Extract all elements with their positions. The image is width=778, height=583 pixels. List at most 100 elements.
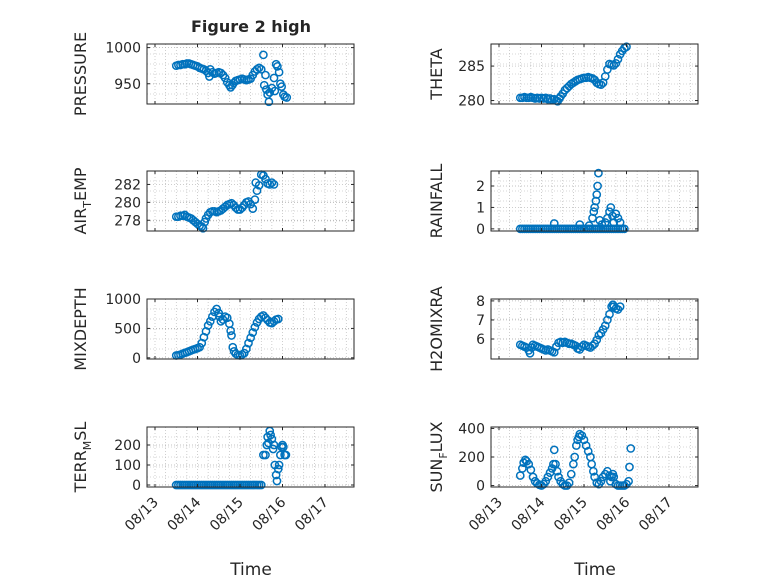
y-tick-label: 0	[132, 351, 141, 367]
data-point	[273, 62, 282, 71]
data-point	[265, 88, 275, 97]
data-point	[269, 73, 279, 83]
data-point	[205, 317, 215, 326]
data-point	[552, 466, 562, 476]
data-point	[611, 58, 621, 68]
data-point	[273, 314, 283, 324]
data-point	[596, 476, 606, 486]
x-tick-label: 08/16	[249, 494, 289, 534]
subplot-3: 278 280 282 AIRTEMP	[71, 167, 355, 235]
x-tick-label: 08/17	[292, 495, 332, 535]
y-axis-label: SUNFLUX	[427, 421, 450, 492]
y-tick-label: 200	[458, 450, 485, 466]
data-point	[212, 304, 221, 314]
data-point	[264, 97, 274, 107]
data-point	[549, 445, 559, 455]
axes-box	[490, 298, 699, 360]
data-point	[216, 68, 226, 78]
subplot-7: 0 100 200 08/13 08/14 08/15 08/16 08/17 TERRMSL	[71, 422, 355, 535]
data-point	[231, 203, 241, 213]
data-point	[269, 180, 279, 189]
data-point	[549, 219, 559, 228]
y-axis-label: PRESSURE	[71, 32, 90, 116]
data-point	[261, 70, 270, 80]
y-tick-label: 200	[114, 438, 141, 454]
data-point	[203, 321, 213, 330]
x-axis-label-left: Time	[229, 560, 272, 580]
data-point	[564, 478, 574, 488]
data-point	[266, 430, 275, 440]
data-point	[239, 348, 249, 358]
axes-box	[146, 426, 355, 488]
data-point	[554, 472, 563, 482]
data-point	[581, 441, 591, 450]
data-point	[524, 459, 534, 469]
axes-box	[146, 170, 355, 232]
x-tick-label: 08/15	[551, 495, 591, 535]
data-point	[525, 348, 535, 358]
data-point	[596, 80, 606, 90]
data-point	[575, 220, 585, 229]
y-tick-label: 285	[458, 59, 485, 75]
axes-box	[146, 43, 355, 105]
y-axis-label: THETA	[427, 48, 446, 100]
y-tick-label: 278	[114, 213, 141, 229]
x-tick-label: 08/17	[636, 495, 676, 535]
y-tick-label: 0	[476, 222, 485, 238]
x-tick-label: 08/15	[207, 495, 247, 535]
data-point	[195, 342, 204, 352]
y-tick-label: 500	[114, 321, 141, 337]
y-axis-label: TERRMSL	[71, 422, 94, 494]
x-tick-label: 08/13	[122, 495, 162, 535]
x-tick-label: 08/14	[508, 494, 548, 534]
data-point	[281, 450, 291, 460]
axes-box	[146, 298, 355, 360]
data-point	[541, 476, 551, 486]
data-point	[220, 73, 230, 83]
data-point	[603, 65, 612, 74]
data-point	[613, 54, 623, 64]
subplot-6: 6 7 8 H2OMIXRA	[427, 286, 699, 372]
y-axis-label: H2OMIXRA	[427, 286, 446, 372]
data-point	[248, 204, 258, 213]
data-point	[270, 86, 280, 96]
data-point	[566, 469, 576, 479]
data-point	[279, 442, 288, 452]
data-point	[528, 472, 538, 482]
y-tick-label: 0	[476, 479, 485, 495]
data-point	[594, 168, 603, 178]
y-tick-label: 7	[476, 313, 485, 329]
x-tick-label: 08/13	[466, 495, 506, 535]
y-axis-label: AIRTEMP	[71, 167, 94, 234]
y-tick-label: 282	[114, 177, 141, 193]
y-tick-label: 2	[476, 179, 485, 195]
data-point	[272, 476, 282, 486]
data-point	[620, 224, 629, 234]
data-point	[261, 174, 270, 184]
data-point	[577, 342, 587, 351]
data-point	[227, 331, 236, 340]
data-point	[592, 335, 602, 345]
subplot-8: 0 200 400 08/13 08/14 08/15 08/16 08/17 SUNFLUX	[427, 421, 699, 535]
data-point	[592, 190, 602, 199]
data-point	[605, 309, 614, 319]
data-point	[250, 195, 260, 205]
figure-title: Figure 2 high	[191, 17, 311, 36]
data-point	[589, 207, 599, 217]
data-point	[625, 462, 634, 472]
data-point	[588, 341, 597, 351]
data-point	[248, 328, 258, 337]
data-point	[214, 308, 224, 318]
x-tick-label: 08/14	[164, 494, 204, 534]
y-tick-label: 280	[114, 195, 141, 211]
data-point	[595, 215, 605, 225]
subplot-5: 0 500 1000 MIXDEPTH	[71, 287, 355, 371]
data-point	[282, 93, 292, 102]
y-tick-label: 400	[458, 421, 485, 437]
data-point	[606, 203, 616, 212]
subplot-4: 0 1 2 RAINFALL	[427, 164, 699, 238]
data-point	[626, 444, 636, 453]
data-point	[600, 321, 610, 331]
